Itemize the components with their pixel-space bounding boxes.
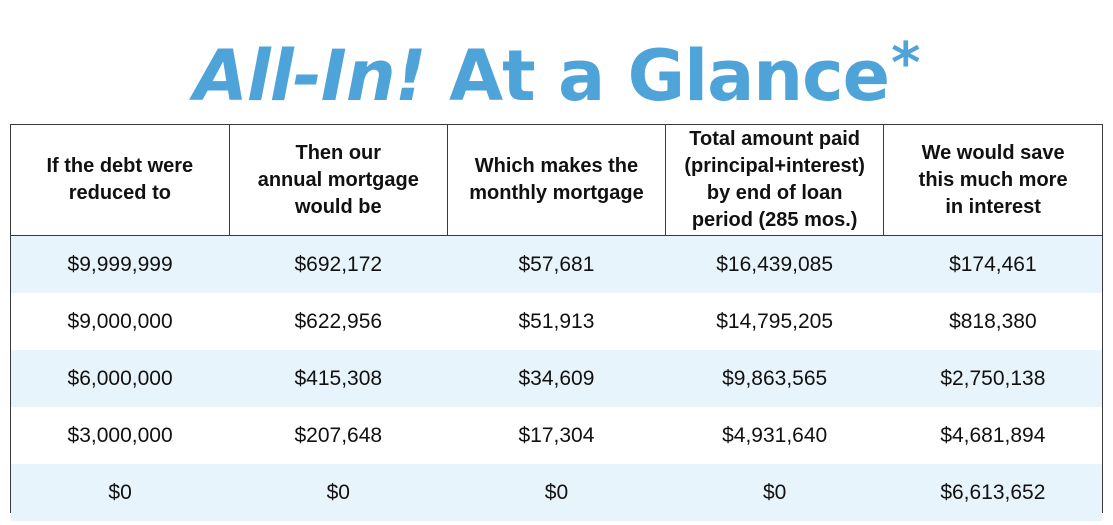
table-row: $0 $0 $0 $0 $6,613,652 — [11, 464, 1102, 521]
header-monthly-mortgage: Which makes the monthly mortgage — [447, 125, 667, 236]
header-row: If the debt were reduced to Then our ann… — [11, 125, 1102, 236]
title-text: At a Glance — [449, 35, 890, 117]
table-row: $9,999,999 $692,172 $57,681 $16,439,085 … — [11, 235, 1102, 293]
table-row: $6,000,000 $415,308 $34,609 $9,863,565 $… — [11, 350, 1102, 407]
cell-annual-mortgage: $0 — [229, 464, 448, 521]
mortgage-table-container: If the debt were reduced to Then our ann… — [10, 124, 1103, 521]
cell-interest-saved: $4,681,894 — [883, 407, 1102, 464]
cell-debt-reduced: $9,000,000 — [11, 293, 230, 350]
header-interest-saved: We would save this much more in interest — [883, 125, 1102, 236]
cell-monthly-mortgage: $51,913 — [447, 293, 666, 350]
cell-debt-reduced: $3,000,000 — [11, 407, 230, 464]
cell-total-paid: $4,931,640 — [665, 407, 884, 464]
cell-monthly-mortgage: $0 — [447, 464, 666, 521]
cell-total-paid: $16,439,085 — [665, 235, 884, 293]
header-annual-mortgage: Then our annual mortgage would be — [229, 125, 448, 236]
cell-interest-saved: $174,461 — [883, 235, 1102, 293]
cell-total-paid: $9,863,565 — [665, 350, 884, 407]
cell-interest-saved: $6,613,652 — [883, 464, 1102, 521]
cell-interest-saved: $818,380 — [883, 293, 1102, 350]
cell-total-paid: $14,795,205 — [665, 293, 884, 350]
table-row: $9,000,000 $622,956 $51,913 $14,795,205 … — [11, 293, 1102, 350]
cell-monthly-mortgage: $34,609 — [447, 350, 666, 407]
cell-monthly-mortgage: $57,681 — [447, 235, 666, 293]
cell-annual-mortgage: $415,308 — [229, 350, 448, 407]
header-debt-reduced: If the debt were reduced to — [11, 125, 230, 236]
cell-debt-reduced: $6,000,000 — [11, 350, 230, 407]
cell-debt-reduced: $9,999,999 — [11, 235, 230, 293]
cell-annual-mortgage: $622,956 — [229, 293, 448, 350]
cell-debt-reduced: $0 — [11, 464, 230, 521]
cell-annual-mortgage: $207,648 — [229, 407, 448, 464]
cell-annual-mortgage: $692,172 — [229, 235, 448, 293]
cell-monthly-mortgage: $17,304 — [447, 407, 666, 464]
page-title: All-In! At a Glance* — [0, 14, 1113, 117]
header-total-paid: Total amount paid (principal+interest) b… — [665, 125, 885, 236]
title-brand: All-In! — [193, 35, 427, 117]
mortgage-table: If the debt were reduced to Then our ann… — [11, 125, 1102, 521]
cell-interest-saved: $2,750,138 — [883, 350, 1102, 407]
cell-total-paid: $0 — [665, 464, 884, 521]
table-row: $3,000,000 $207,648 $17,304 $4,931,640 $… — [11, 407, 1102, 464]
title-asterisk: * — [891, 31, 920, 96]
